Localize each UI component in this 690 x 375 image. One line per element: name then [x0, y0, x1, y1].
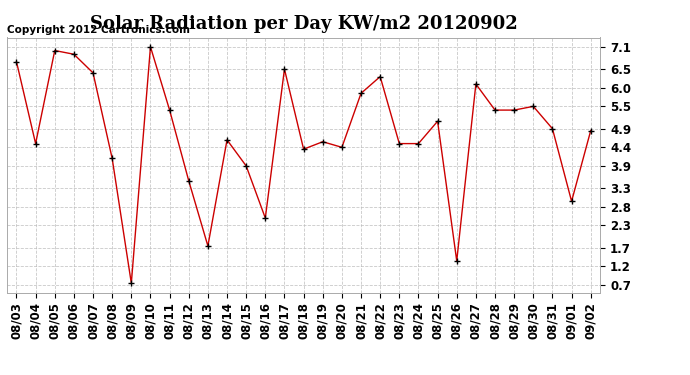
Text: Copyright 2012 Cartronics.com: Copyright 2012 Cartronics.com [7, 25, 190, 35]
Text: Solar Radiation per Day KW/m2 20120902: Solar Radiation per Day KW/m2 20120902 [90, 15, 518, 33]
Text: Radiation  (kW/m2): Radiation (kW/m2) [513, 26, 633, 36]
